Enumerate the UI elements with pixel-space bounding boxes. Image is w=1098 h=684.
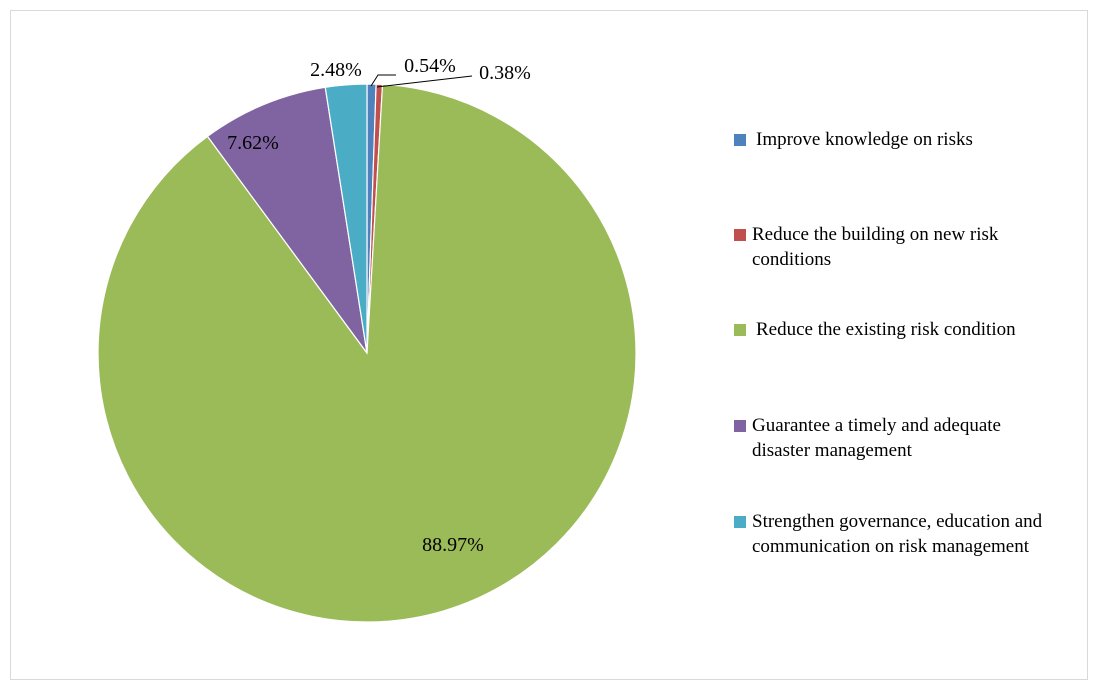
legend-label: Guarantee a timely and adequate disaster… [752,415,1001,461]
legend-swatch [734,229,746,241]
data-label-improve-knowledge: 0.54% [404,55,456,77]
legend-item-improve-knowledge: Improve knowledge on risks [734,127,1086,152]
leader-line [370,74,396,87]
slice-reduce-existing [97,83,637,623]
legend-label: Strengthen governance, education and com… [752,511,1043,557]
legend-item-reduce-existing: Reduce the existing risk condition [734,317,1086,342]
legend-label: Improve knowledge on risks [756,129,973,150]
legend-item-reduce-building: Reduce the building on new risk conditio… [734,222,1062,272]
legend-item-strengthen-governance: Strengthen governance, education and com… [734,509,1092,559]
legend-swatch [734,420,746,432]
data-label-strengthen-governance: 2.48% [310,59,362,81]
slice-strengthen-governance [324,83,368,354]
data-label-reduce-building: 0.38% [479,62,531,84]
data-label-guarantee-disaster: 7.62% [227,132,279,154]
data-label-reduce-existing: 88.97% [422,534,484,556]
legend-label: Reduce the existing risk condition [756,319,1016,340]
legend-label: Reduce the building on new risk conditio… [752,224,999,270]
leader-line [376,75,473,88]
slice-guarantee-disaster [206,86,368,354]
legend-item-guarantee-disaster: Guarantee a timely and adequate disaster… [734,413,1062,463]
legend-swatch [734,324,746,336]
legend-swatch [734,516,746,528]
legend-swatch [734,134,746,146]
